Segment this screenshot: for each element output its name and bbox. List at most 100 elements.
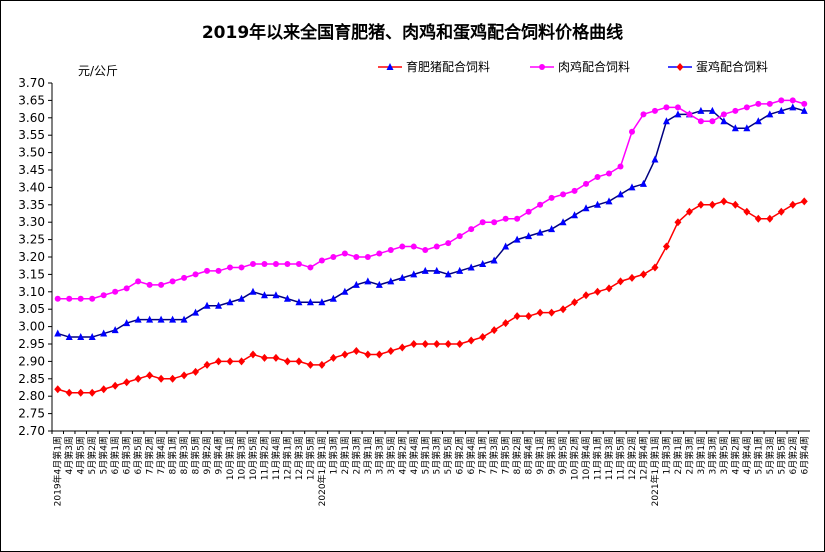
data-point bbox=[686, 111, 693, 118]
data-point bbox=[651, 155, 659, 163]
data-point bbox=[536, 308, 544, 317]
data-point bbox=[295, 357, 303, 366]
legend-item-1: 肉鸡配合饲料 bbox=[530, 59, 630, 74]
y-tick-label: 3.00 bbox=[18, 320, 45, 334]
data-point bbox=[537, 201, 544, 208]
data-point bbox=[318, 298, 326, 306]
x-tick-label: 8月第4周 bbox=[523, 436, 535, 474]
data-point bbox=[754, 214, 762, 223]
x-tick-label: 5月第1周 bbox=[752, 436, 764, 474]
data-point bbox=[456, 233, 463, 240]
data-point bbox=[238, 264, 245, 271]
data-point bbox=[628, 183, 636, 191]
y-tick-label: 3.30 bbox=[18, 215, 45, 229]
x-tick-label: 4月第4周 bbox=[741, 436, 753, 474]
data-point bbox=[697, 118, 704, 125]
data-point bbox=[789, 200, 797, 209]
x-tick-label: 8月第1周 bbox=[167, 436, 179, 474]
data-point bbox=[639, 179, 647, 187]
x-tick-label: 11月第4周 bbox=[270, 436, 282, 480]
data-point bbox=[146, 315, 154, 323]
data-point bbox=[662, 117, 670, 125]
y-tick-label: 3.60 bbox=[18, 111, 45, 125]
data-point bbox=[238, 294, 245, 302]
data-point bbox=[525, 232, 533, 240]
x-tick-label: 6月第4周 bbox=[465, 436, 477, 474]
x-tick-label: 11月第2周 bbox=[258, 436, 270, 480]
series-line bbox=[57, 200, 805, 394]
x-tick-label: 12月第3周 bbox=[293, 436, 305, 480]
data-point bbox=[77, 388, 85, 397]
x-tick-label: 2019年4月第1周 bbox=[52, 436, 64, 506]
data-point bbox=[444, 270, 452, 278]
data-point bbox=[123, 319, 131, 327]
data-point bbox=[341, 350, 349, 359]
data-point bbox=[422, 247, 429, 254]
data-point bbox=[594, 173, 601, 180]
data-point bbox=[731, 200, 739, 209]
y-tick-label: 2.95 bbox=[18, 337, 45, 351]
data-point bbox=[215, 267, 222, 274]
data-point bbox=[398, 273, 406, 281]
x-tick-label: 11月第3周 bbox=[603, 436, 615, 480]
data-point bbox=[697, 200, 705, 209]
data-point bbox=[192, 308, 200, 316]
data-point bbox=[444, 340, 452, 348]
data-point bbox=[66, 295, 73, 302]
data-point bbox=[651, 263, 659, 272]
data-point bbox=[801, 100, 808, 107]
x-tick-label: 9月第5周 bbox=[557, 436, 569, 474]
x-tick-label: 4月第5周 bbox=[75, 436, 87, 474]
data-point bbox=[364, 277, 372, 285]
data-point bbox=[192, 271, 199, 278]
data-point bbox=[594, 287, 602, 296]
data-point bbox=[192, 367, 200, 376]
data-point bbox=[709, 118, 716, 125]
data-point bbox=[364, 254, 371, 260]
data-point bbox=[135, 278, 142, 285]
data-point bbox=[54, 295, 61, 302]
x-tick-label: 5月第4周 bbox=[98, 436, 110, 474]
data-point bbox=[490, 326, 498, 335]
data-point bbox=[352, 280, 360, 288]
x-tick-label: 2020年1月第1周 bbox=[316, 436, 328, 506]
x-tick-label: 5月第3周 bbox=[431, 436, 443, 474]
legend-item-2: 蛋鸡配合饲料 bbox=[668, 59, 768, 74]
x-tick-label: 2021年1月第1周 bbox=[649, 436, 661, 506]
data-point bbox=[731, 124, 739, 132]
data-point bbox=[778, 97, 785, 104]
legend-marker bbox=[676, 63, 684, 71]
data-point bbox=[674, 218, 682, 227]
data-point bbox=[628, 128, 635, 135]
data-point bbox=[295, 298, 303, 306]
x-tick-label: 12月第4周 bbox=[637, 436, 649, 480]
data-point bbox=[479, 333, 487, 342]
y-tick-label: 2.90 bbox=[18, 354, 45, 368]
data-point bbox=[685, 207, 693, 216]
x-tick-label: 11月第1周 bbox=[592, 436, 604, 480]
x-tick-label: 12月第5周 bbox=[304, 436, 316, 480]
data-point bbox=[514, 215, 521, 222]
data-point bbox=[663, 104, 670, 111]
data-point bbox=[272, 291, 280, 299]
data-point bbox=[789, 97, 796, 104]
data-point bbox=[157, 374, 165, 383]
x-tick-label: 5月第5周 bbox=[442, 436, 454, 474]
x-tick-label: 9月第1周 bbox=[534, 436, 546, 474]
data-point bbox=[134, 315, 142, 323]
x-tick-label: 2月第1周 bbox=[672, 436, 684, 474]
data-point bbox=[146, 281, 153, 288]
y-tick-label: 3.65 bbox=[18, 93, 45, 107]
data-point bbox=[226, 357, 234, 366]
series-line bbox=[57, 106, 805, 338]
x-tick-label: 4月第2周 bbox=[729, 436, 741, 474]
data-point bbox=[181, 274, 188, 281]
data-point bbox=[651, 107, 658, 114]
x-tick-label: 3月第3周 bbox=[706, 436, 718, 474]
x-tick-label: 9月第2周 bbox=[201, 436, 213, 474]
data-point bbox=[307, 264, 314, 271]
data-point bbox=[491, 219, 498, 226]
legend-label: 蛋鸡配合饲料 bbox=[696, 59, 768, 74]
legend-marker bbox=[539, 64, 545, 70]
y-tick-label: 3.10 bbox=[18, 285, 45, 299]
